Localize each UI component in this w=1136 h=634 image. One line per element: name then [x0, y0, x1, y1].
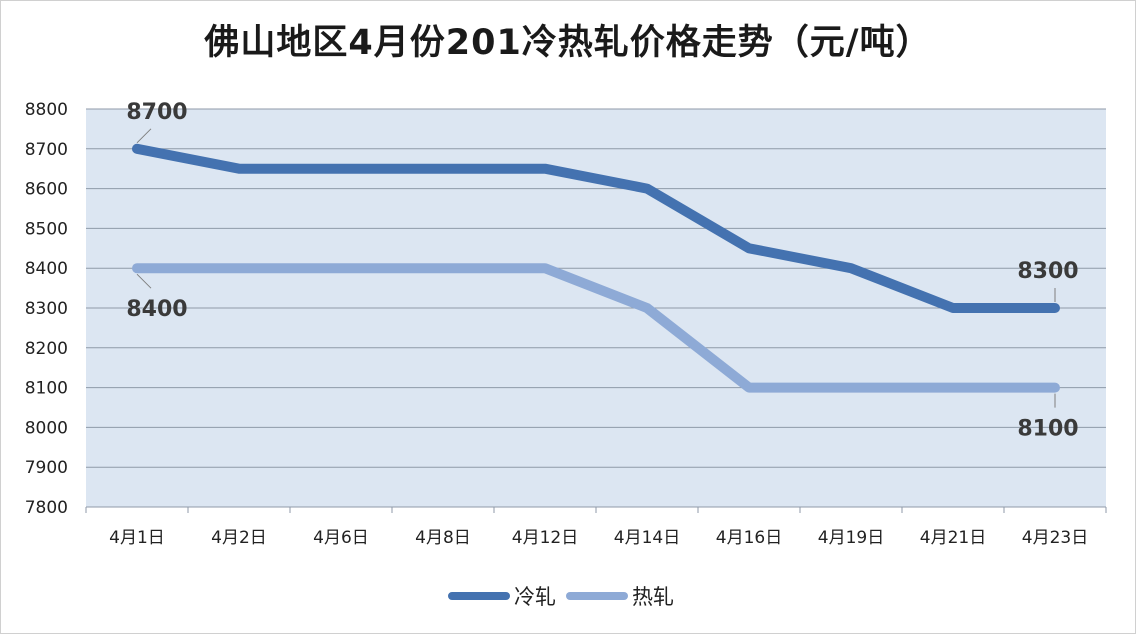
series-line-cold — [132, 143, 1060, 313]
data-point — [949, 304, 957, 312]
data-point — [439, 164, 447, 173]
legend-label-hot: 热轧 — [632, 585, 674, 609]
y-tick-label: 8700 — [25, 140, 68, 160]
x-tick-label: 4月14日 — [614, 528, 680, 548]
y-tick-label: 8400 — [25, 259, 68, 279]
y-tick-label: 8500 — [25, 219, 68, 239]
data-point — [949, 383, 957, 392]
x-tick-label: 4月2日 — [211, 528, 267, 548]
legend-swatch-hot — [566, 592, 628, 600]
data-point — [541, 164, 549, 173]
x-tick-label: 4月16日 — [716, 528, 782, 548]
data-point — [439, 264, 447, 273]
data-point — [541, 264, 549, 273]
legend-swatch-cold — [448, 592, 510, 600]
x-tick-label: 4月12日 — [512, 528, 578, 548]
data-point — [133, 144, 141, 153]
data-label: 8700 — [126, 100, 187, 125]
x-tick-label: 4月23日 — [1022, 528, 1088, 548]
data-point — [745, 383, 753, 392]
y-tick-label: 8300 — [25, 299, 68, 319]
data-point — [337, 264, 345, 273]
legend: 冷轧 热轧 — [0, 576, 1136, 616]
data-label-leader — [136, 273, 152, 289]
legend-label-cold: 冷轧 — [514, 585, 556, 609]
data-point — [1051, 383, 1059, 392]
x-tick-label: 4月8日 — [415, 528, 471, 548]
data-point — [847, 383, 855, 392]
data-label: 8300 — [1017, 259, 1078, 284]
data-label: 8100 — [1017, 417, 1078, 442]
y-tick-label: 8800 — [25, 100, 68, 120]
legend-item-cold: 冷轧 — [448, 576, 556, 616]
y-tick-label: 7800 — [25, 498, 68, 518]
chart-title: 佛山地区4月份201冷热轧价格走势（元/吨） — [204, 23, 932, 63]
data-point — [847, 264, 855, 273]
x-tick-label: 4月6日 — [313, 528, 369, 548]
data-point — [643, 184, 651, 193]
data-point — [133, 264, 141, 273]
legend-item-hot: 热轧 — [566, 576, 674, 616]
x-tick-label: 4月21日 — [920, 528, 986, 548]
x-tick-label: 4月19日 — [818, 528, 884, 548]
data-point — [1051, 304, 1059, 312]
y-tick-label: 8100 — [25, 379, 68, 399]
data-label: 8400 — [126, 297, 187, 322]
data-point — [235, 164, 243, 173]
y-tick-label: 8200 — [25, 339, 68, 359]
y-tick-label: 8600 — [25, 180, 68, 200]
data-point — [337, 164, 345, 173]
series-line-hot — [132, 263, 1060, 393]
x-tick-label: 4月1日 — [109, 528, 165, 548]
data-point — [235, 264, 243, 273]
data-point — [643, 304, 651, 312]
data-label-leader — [136, 128, 152, 144]
y-tick-label: 7900 — [25, 458, 68, 478]
data-point — [745, 244, 753, 253]
y-tick-label: 8000 — [25, 418, 68, 438]
